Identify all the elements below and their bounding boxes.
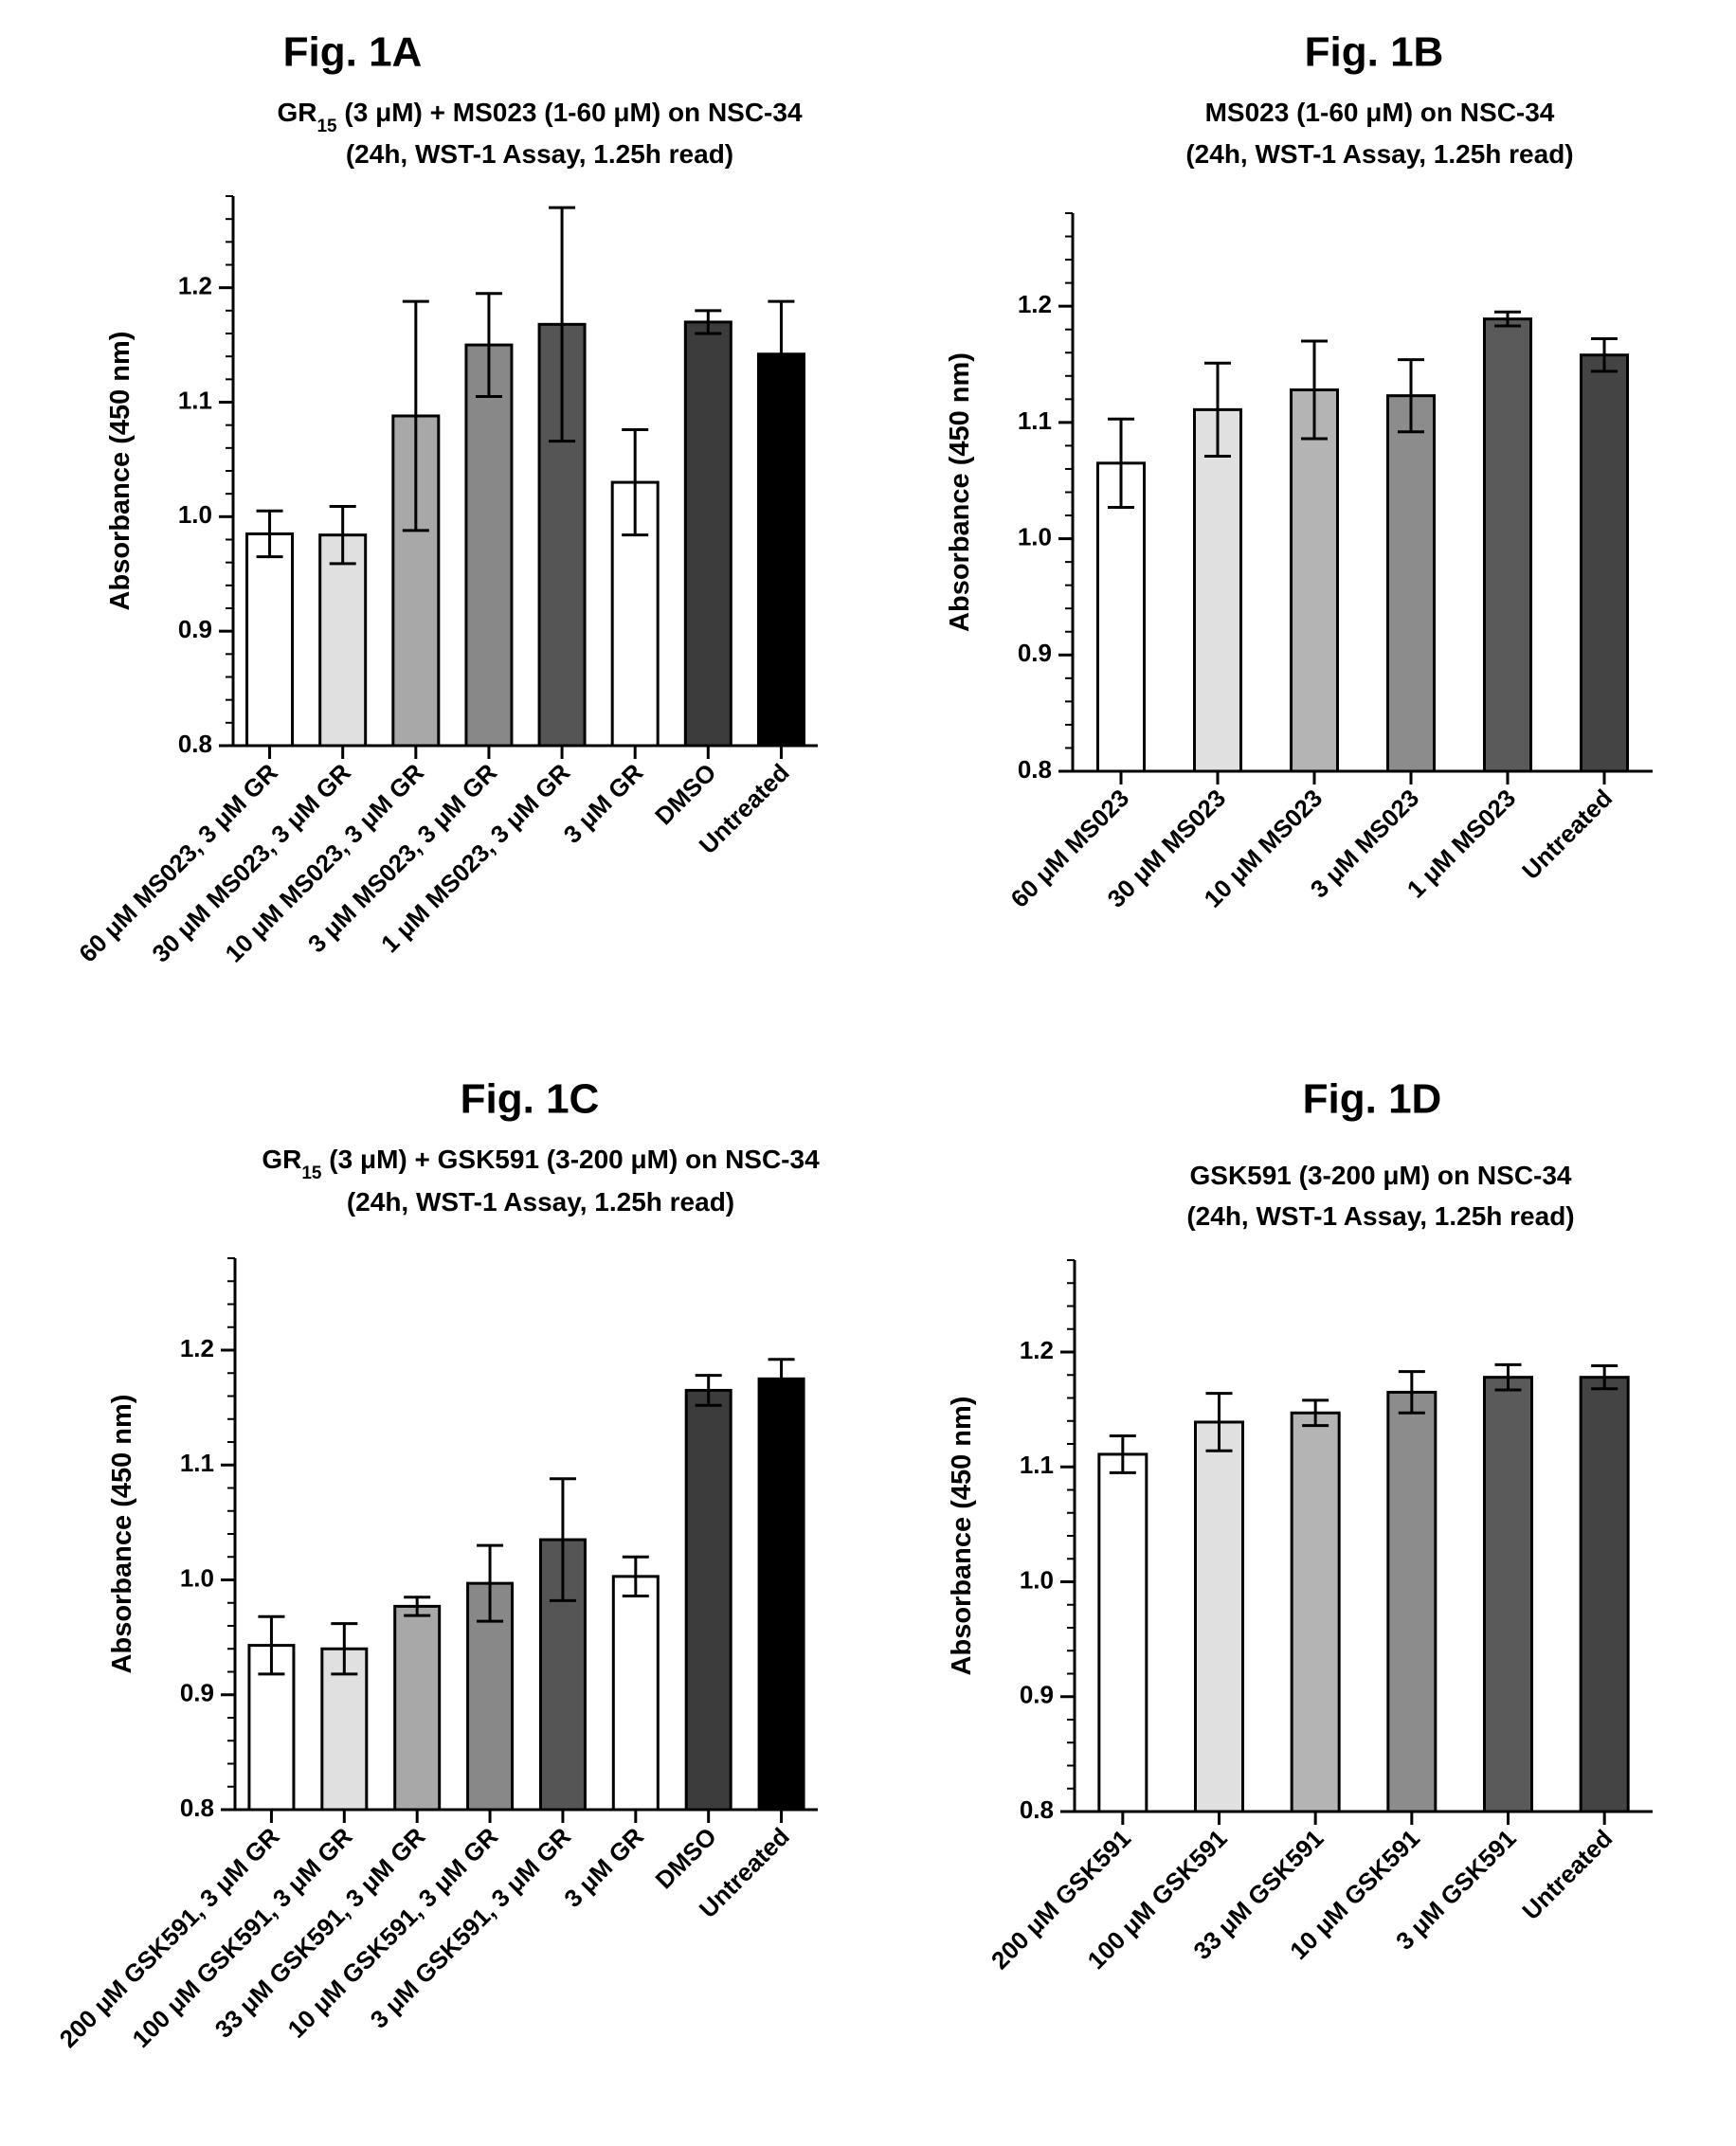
y-tick-label: 0.9 [178,615,212,643]
chart-subtitle: (24h, WST-1 Assay, 1.25h read) [346,139,733,169]
y-tick-label: 1.1 [180,1449,214,1477]
y-tick-label: 1.2 [1020,1336,1054,1364]
y-tick-label: 1.2 [178,272,212,300]
y-tick-label: 0.9 [1018,639,1052,667]
error-bar-3 [402,299,429,532]
bar-3 [1290,388,1339,773]
error-bar-1 [256,509,283,559]
bar-6 [1579,1376,1630,1813]
error-bar-3 [1301,339,1328,441]
y-tick-label: 0.9 [180,1679,214,1707]
bar-3 [393,1604,442,1812]
chart-title: MS023 (1-60 μM) on NSC-34 [1205,98,1555,127]
chart-title: GR15 (3 μM) + GSK591 (3-200 μM) on NSC-3… [262,1145,820,1183]
x-category-label: Untreated [1516,1824,1618,1925]
error-bar-5 [549,1477,576,1602]
y-tick-label: 0.8 [180,1794,214,1822]
bar-4 [464,343,514,748]
y-tick-label: 1.2 [1018,290,1052,318]
chart-title: GR15 (3 μM) + MS023 (1-60 μM) on NSC-34 [277,98,802,136]
error-bar-4 [475,292,502,398]
error-bar-6 [622,1555,649,1597]
error-bar-5 [1494,310,1521,328]
error-bar-4 [477,1543,504,1623]
bar-2 [1194,1420,1244,1813]
error-bar-2 [331,1622,358,1676]
x-category-label: Untreated [1516,784,1618,885]
bar-7 [684,1388,732,1812]
bar-3 [1290,1411,1341,1813]
y-tick-label: 1.2 [180,1334,214,1362]
y-tick-label: 1.1 [178,386,212,414]
error-bar-6 [1591,337,1618,373]
error-bar-6 [1591,1364,1618,1391]
x-category-label: 3 μM GR [558,758,649,849]
y-tick-label: 1.0 [180,1563,214,1592]
y-tick-label: 1.0 [1020,1565,1054,1594]
y-tick-label: 1.0 [1018,522,1052,550]
bar-1 [1097,1452,1148,1813]
y-axis-label: Absorbance (450 nm) [107,1395,137,1674]
error-bar-8 [768,1358,795,1400]
error-bar-1 [258,1614,285,1676]
error-bar-2 [1204,361,1231,458]
chart-panel-2: Fig. 1B MS023 (1-60 μM) on NSC-34 (24h, WS… [945,29,1653,913]
y-tick-label: 0.8 [1020,1795,1054,1824]
x-category-label: DMSO [649,758,721,830]
chart-subtitle: (24h, WST-1 Assay, 1.25h read) [347,1187,734,1217]
error-bar-3 [404,1596,431,1617]
chart-panel-3: Fig. 1C GR15 (3 μM) + GSK591 (3-200 μM) o… [54,1076,820,2053]
chart-title: GSK591 (3-200 μM) on NSC-34 [1189,1161,1571,1190]
error-bar-2 [1205,1392,1233,1452]
y-tick-label: 0.9 [1020,1681,1054,1709]
y-tick-label: 0.8 [178,730,212,758]
y-axis-label: Absorbance (450 nm) [945,352,975,632]
bar-6 [1580,353,1629,773]
error-bar-7 [695,1374,722,1407]
error-bar-4 [1398,358,1424,434]
error-bar-7 [695,309,722,335]
error-bar-1 [1108,417,1134,509]
bar-5 [1483,317,1532,773]
error-bar-3 [1302,1398,1329,1428]
chart-subtitle: (24h, WST-1 Assay, 1.25h read) [1186,1201,1574,1231]
bar-2 [318,533,368,748]
chart-panel-4: Fig. 1D GSK591 (3-200 μM) on NSC-34 (24h, … [947,1076,1653,1975]
figure-label: Fig. 1D [1303,1076,1442,1123]
bar-5 [1483,1376,1533,1813]
y-tick-label: 1.1 [1018,406,1052,435]
bar-7 [683,320,732,748]
bar-1 [1096,461,1146,773]
bar-8 [757,1377,805,1812]
y-tick-label: 1.0 [178,500,212,529]
error-bar-8 [768,299,795,408]
x-category-label: DMSO [650,1822,722,1894]
error-bar-6 [622,428,649,537]
error-bar-1 [1109,1434,1136,1474]
y-axis-label: Absorbance (450 nm) [947,1397,977,1676]
bar-4 [1386,394,1436,773]
error-bar-4 [1398,1370,1425,1415]
figure-label: Fig. 1B [1305,29,1444,76]
bar-8 [756,352,805,748]
chart-subtitle: (24h, WST-1 Assay, 1.25h read) [1185,139,1573,169]
bar-2 [1193,407,1242,773]
y-tick-label: 1.1 [1020,1451,1054,1479]
y-tick-label: 0.8 [1018,755,1052,784]
bar-6 [611,1575,660,1812]
x-category-label: 3 μM GR [558,1822,649,1913]
figure-label: Fig. 1C [461,1076,600,1123]
y-axis-label: Absorbance (450 nm) [105,332,136,611]
bar-1 [245,532,295,748]
error-bar-5 [549,206,576,443]
bar-4 [1386,1390,1438,1813]
chart-panel-1: Fig. 1A GR15 (3 μM) + MS023 (1-60 μM) on … [73,29,818,968]
figure-label: Fig. 1A [283,29,423,76]
error-bar-2 [329,504,356,566]
error-bar-5 [1494,1362,1522,1392]
